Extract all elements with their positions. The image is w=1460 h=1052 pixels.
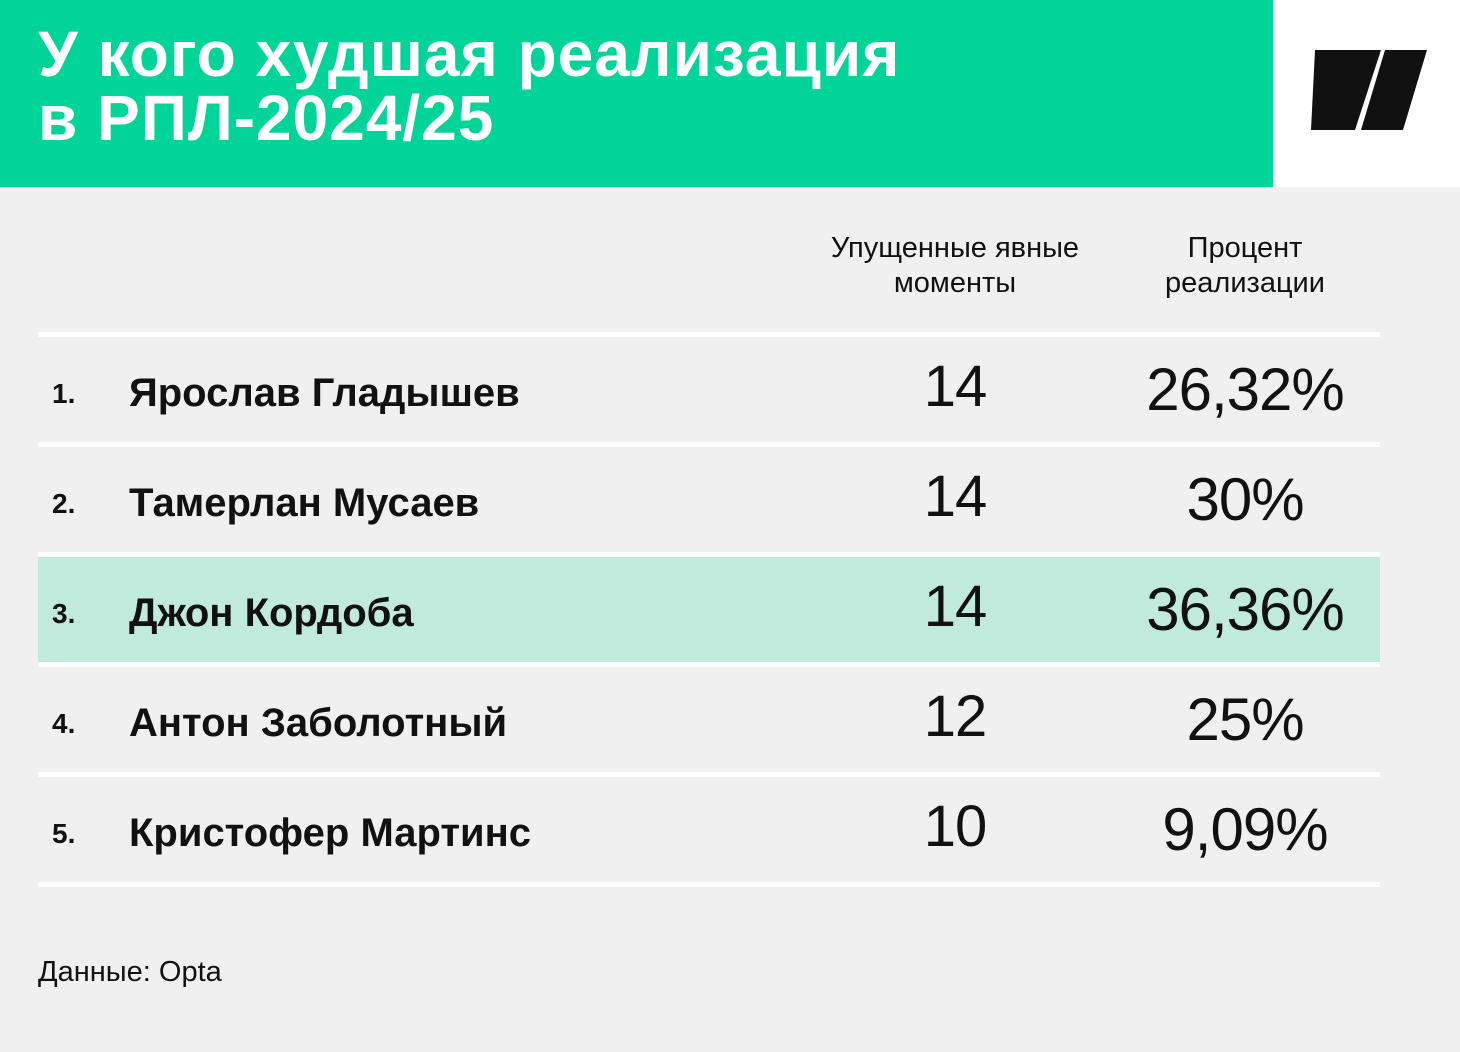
conversion-rate-value: 25% [1186,686,1304,753]
column-header-missed-line-2: моменты [893,267,1017,299]
row-divider [38,882,1380,887]
player-name: Ярослав Гладышев [129,371,520,415]
column-header-pct-line-1: Процент [1187,232,1303,264]
missed-chances-value: 14 [923,464,988,529]
table-row: 3. Джон Кордоба 14 36,36% [38,557,1380,662]
column-header-conversion-rate: Процент реализации [1110,231,1380,301]
publisher-logo-icon [1311,50,1427,130]
table-row: 1. Ярослав Гладышев 14 26,32% [38,337,1380,442]
title-line-1: У кого худшая реализация [38,18,901,90]
player-name: Антон Заболотный [129,701,508,745]
rank-cell: 5. [52,817,76,849]
logo-box [1273,0,1460,187]
header-banner: У кого худшая реализация в РПЛ-2024/25 [0,0,1273,187]
table-row: 2. Тамерлан Мусаев 14 30% [38,447,1380,552]
player-name: Тамерлан Мусаев [129,481,480,525]
row-divider [38,772,1380,777]
row-divider [38,332,1380,337]
table-row: 4. Антон Заболотный 12 25% [38,667,1380,772]
title-line-2: в РПЛ-2024/25 [38,82,495,154]
missed-chances-value: 14 [923,574,988,639]
row-divider [38,552,1380,557]
missed-chances-value: 14 [923,354,988,419]
player-name: Джон Кордоба [129,591,414,635]
column-header-missed-line-1: Упущенные явные [830,232,1080,264]
rank-cell: 1. [52,377,76,409]
column-header-pct-line-2: реализации [1165,267,1325,299]
page-title: У кого худшая реализация в РПЛ-2024/25 [38,22,901,150]
rank-cell: 4. [52,707,76,739]
data-source-note: Данные: Opta [38,956,222,988]
row-divider [38,442,1380,447]
missed-chances-value: 12 [923,684,988,749]
conversion-rate-value: 30% [1186,466,1304,533]
conversion-rate-value: 9,09% [1162,796,1328,863]
rank-cell: 2. [52,487,76,519]
conversion-rate-value: 36,36% [1146,576,1345,643]
row-divider [38,662,1380,667]
column-header-missed-chances: Упущенные явные моменты [805,231,1105,301]
player-name: Кристофер Мартинс [129,811,531,855]
conversion-rate-value: 26,32% [1146,356,1345,423]
missed-chances-value: 10 [923,794,988,859]
rank-cell: 3. [52,597,76,629]
table-row: 5. Кристофер Мартинс 10 9,09% [38,777,1380,882]
